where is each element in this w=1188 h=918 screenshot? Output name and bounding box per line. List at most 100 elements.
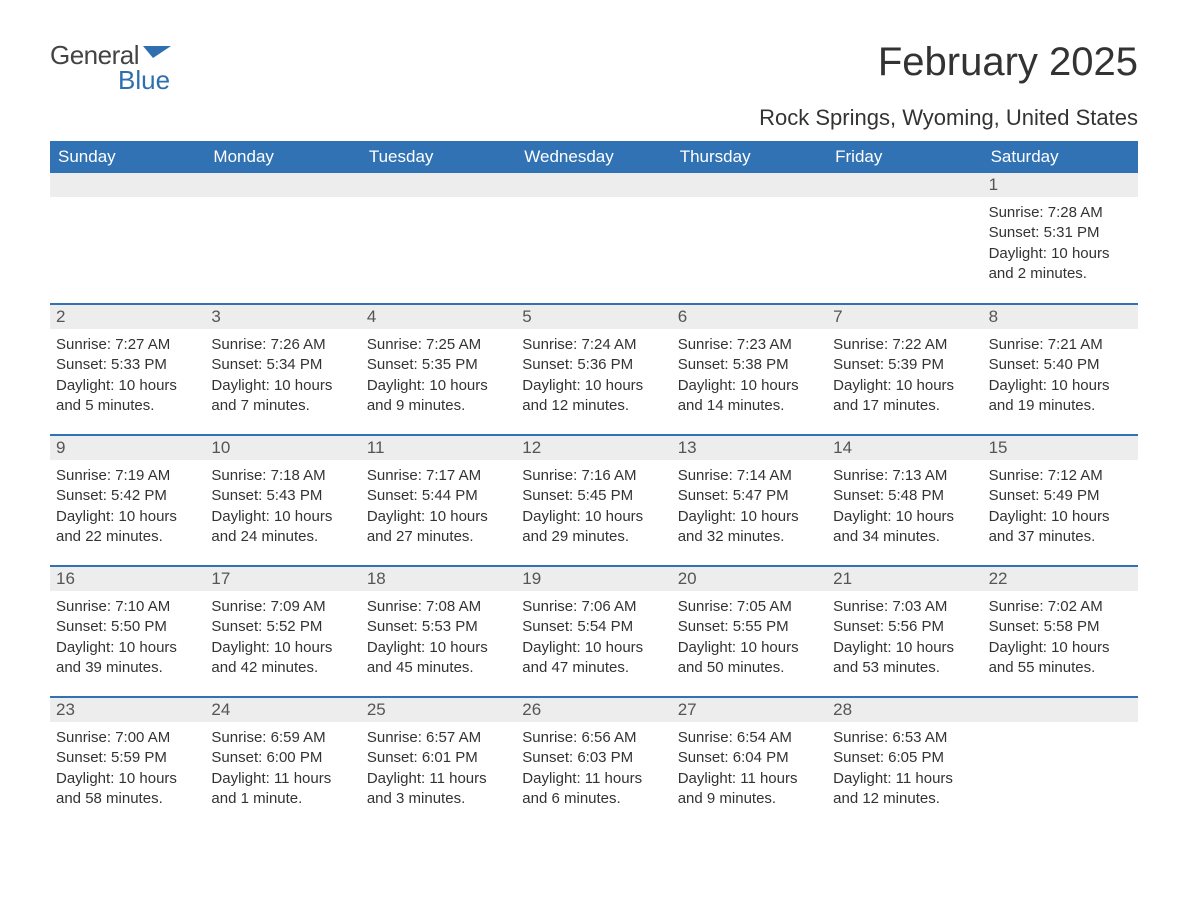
day-number: 19 (516, 567, 671, 591)
day-details: Sunrise: 7:05 AMSunset: 5:55 PMDaylight:… (672, 591, 827, 696)
sunset-text: Sunset: 5:45 PM (522, 486, 665, 506)
day-details: Sunrise: 7:12 AMSunset: 5:49 PMDaylight:… (983, 460, 1138, 565)
daylight-text: Daylight: 10 hours and 2 minutes. (989, 244, 1132, 285)
daylight-text: Daylight: 10 hours and 14 minutes. (678, 376, 821, 417)
calendar-day-cell: 13Sunrise: 7:14 AMSunset: 5:47 PMDayligh… (672, 436, 827, 565)
calendar-day-cell: 7Sunrise: 7:22 AMSunset: 5:39 PMDaylight… (827, 305, 982, 434)
day-number: 9 (50, 436, 205, 460)
day-number: 5 (516, 305, 671, 329)
daylight-text: Daylight: 10 hours and 42 minutes. (211, 638, 354, 679)
sunrise-text: Sunrise: 7:09 AM (211, 597, 354, 617)
sunrise-text: Sunrise: 7:24 AM (522, 335, 665, 355)
day-details: Sunrise: 6:56 AMSunset: 6:03 PMDaylight:… (516, 722, 671, 827)
sunrise-text: Sunrise: 7:00 AM (56, 728, 199, 748)
calendar-day-cell: 16Sunrise: 7:10 AMSunset: 5:50 PMDayligh… (50, 567, 205, 696)
header: General Blue February 2025 Rock Springs,… (50, 40, 1138, 131)
day-number: 1 (983, 173, 1138, 197)
day-number: 8 (983, 305, 1138, 329)
daylight-text: Daylight: 11 hours and 12 minutes. (833, 769, 976, 810)
calendar-day-cell: 20Sunrise: 7:05 AMSunset: 5:55 PMDayligh… (672, 567, 827, 696)
dow-thursday: Thursday (672, 141, 827, 173)
calendar-day-cell: 4Sunrise: 7:25 AMSunset: 5:35 PMDaylight… (361, 305, 516, 434)
sunrise-text: Sunrise: 7:26 AM (211, 335, 354, 355)
sunset-text: Sunset: 5:44 PM (367, 486, 510, 506)
daylight-text: Daylight: 11 hours and 9 minutes. (678, 769, 821, 810)
daylight-text: Daylight: 10 hours and 7 minutes. (211, 376, 354, 417)
sunset-text: Sunset: 5:43 PM (211, 486, 354, 506)
day-details: Sunrise: 7:18 AMSunset: 5:43 PMDaylight:… (205, 460, 360, 565)
calendar-day-cell: 14Sunrise: 7:13 AMSunset: 5:48 PMDayligh… (827, 436, 982, 565)
sunset-text: Sunset: 5:36 PM (522, 355, 665, 375)
day-number: 14 (827, 436, 982, 460)
sunrise-text: Sunrise: 7:14 AM (678, 466, 821, 486)
sunset-text: Sunset: 5:56 PM (833, 617, 976, 637)
daylight-text: Daylight: 10 hours and 12 minutes. (522, 376, 665, 417)
day-number: 10 (205, 436, 360, 460)
day-details: Sunrise: 7:28 AMSunset: 5:31 PMDaylight:… (983, 197, 1138, 302)
sunrise-text: Sunrise: 6:54 AM (678, 728, 821, 748)
day-details: Sunrise: 7:27 AMSunset: 5:33 PMDaylight:… (50, 329, 205, 434)
sunrise-text: Sunrise: 7:12 AM (989, 466, 1132, 486)
day-number (361, 173, 516, 197)
day-number (827, 173, 982, 197)
dow-sunday: Sunday (50, 141, 205, 173)
day-details: Sunrise: 7:26 AMSunset: 5:34 PMDaylight:… (205, 329, 360, 434)
day-number (672, 173, 827, 197)
brand-logo: General Blue (50, 40, 171, 96)
calendar-day-cell (672, 173, 827, 303)
calendar-day-cell: 1Sunrise: 7:28 AMSunset: 5:31 PMDaylight… (983, 173, 1138, 303)
daylight-text: Daylight: 10 hours and 47 minutes. (522, 638, 665, 679)
sunrise-text: Sunrise: 7:02 AM (989, 597, 1132, 617)
calendar-day-cell: 27Sunrise: 6:54 AMSunset: 6:04 PMDayligh… (672, 698, 827, 827)
sunrise-text: Sunrise: 7:28 AM (989, 203, 1132, 223)
day-details: Sunrise: 7:25 AMSunset: 5:35 PMDaylight:… (361, 329, 516, 434)
day-details: Sunrise: 7:24 AMSunset: 5:36 PMDaylight:… (516, 329, 671, 434)
calendar-day-cell: 3Sunrise: 7:26 AMSunset: 5:34 PMDaylight… (205, 305, 360, 434)
calendar-day-cell: 23Sunrise: 7:00 AMSunset: 5:59 PMDayligh… (50, 698, 205, 827)
location-subtitle: Rock Springs, Wyoming, United States (759, 105, 1138, 131)
daylight-text: Daylight: 10 hours and 9 minutes. (367, 376, 510, 417)
daylight-text: Daylight: 10 hours and 34 minutes. (833, 507, 976, 548)
day-details: Sunrise: 7:14 AMSunset: 5:47 PMDaylight:… (672, 460, 827, 565)
sunrise-text: Sunrise: 7:05 AM (678, 597, 821, 617)
brand-name-2: Blue (118, 65, 170, 96)
calendar-week: 16Sunrise: 7:10 AMSunset: 5:50 PMDayligh… (50, 565, 1138, 696)
daylight-text: Daylight: 10 hours and 27 minutes. (367, 507, 510, 548)
daylight-text: Daylight: 10 hours and 22 minutes. (56, 507, 199, 548)
calendar-day-cell (983, 698, 1138, 827)
sunset-text: Sunset: 5:35 PM (367, 355, 510, 375)
calendar-week: 9Sunrise: 7:19 AMSunset: 5:42 PMDaylight… (50, 434, 1138, 565)
dow-monday: Monday (205, 141, 360, 173)
sunset-text: Sunset: 5:48 PM (833, 486, 976, 506)
daylight-text: Daylight: 11 hours and 1 minute. (211, 769, 354, 810)
sunset-text: Sunset: 5:54 PM (522, 617, 665, 637)
calendar: Sunday Monday Tuesday Wednesday Thursday… (50, 141, 1138, 827)
daylight-text: Daylight: 10 hours and 29 minutes. (522, 507, 665, 548)
sunrise-text: Sunrise: 7:21 AM (989, 335, 1132, 355)
sunrise-text: Sunrise: 6:53 AM (833, 728, 976, 748)
daylight-text: Daylight: 10 hours and 37 minutes. (989, 507, 1132, 548)
daylight-text: Daylight: 10 hours and 19 minutes. (989, 376, 1132, 417)
day-number: 16 (50, 567, 205, 591)
calendar-day-cell: 6Sunrise: 7:23 AMSunset: 5:38 PMDaylight… (672, 305, 827, 434)
day-details: Sunrise: 7:23 AMSunset: 5:38 PMDaylight:… (672, 329, 827, 434)
calendar-day-cell: 25Sunrise: 6:57 AMSunset: 6:01 PMDayligh… (361, 698, 516, 827)
sunrise-text: Sunrise: 7:19 AM (56, 466, 199, 486)
sunset-text: Sunset: 5:31 PM (989, 223, 1132, 243)
day-details: Sunrise: 6:59 AMSunset: 6:00 PMDaylight:… (205, 722, 360, 827)
calendar-day-cell: 9Sunrise: 7:19 AMSunset: 5:42 PMDaylight… (50, 436, 205, 565)
sunrise-text: Sunrise: 7:23 AM (678, 335, 821, 355)
day-details: Sunrise: 7:21 AMSunset: 5:40 PMDaylight:… (983, 329, 1138, 434)
sunrise-text: Sunrise: 7:08 AM (367, 597, 510, 617)
day-details: Sunrise: 7:09 AMSunset: 5:52 PMDaylight:… (205, 591, 360, 696)
calendar-day-cell: 11Sunrise: 7:17 AMSunset: 5:44 PMDayligh… (361, 436, 516, 565)
sunrise-text: Sunrise: 7:27 AM (56, 335, 199, 355)
sunset-text: Sunset: 6:01 PM (367, 748, 510, 768)
calendar-day-cell: 24Sunrise: 6:59 AMSunset: 6:00 PMDayligh… (205, 698, 360, 827)
day-number: 27 (672, 698, 827, 722)
day-number: 22 (983, 567, 1138, 591)
daylight-text: Daylight: 10 hours and 17 minutes. (833, 376, 976, 417)
daylight-text: Daylight: 10 hours and 5 minutes. (56, 376, 199, 417)
day-number: 4 (361, 305, 516, 329)
daylight-text: Daylight: 11 hours and 3 minutes. (367, 769, 510, 810)
